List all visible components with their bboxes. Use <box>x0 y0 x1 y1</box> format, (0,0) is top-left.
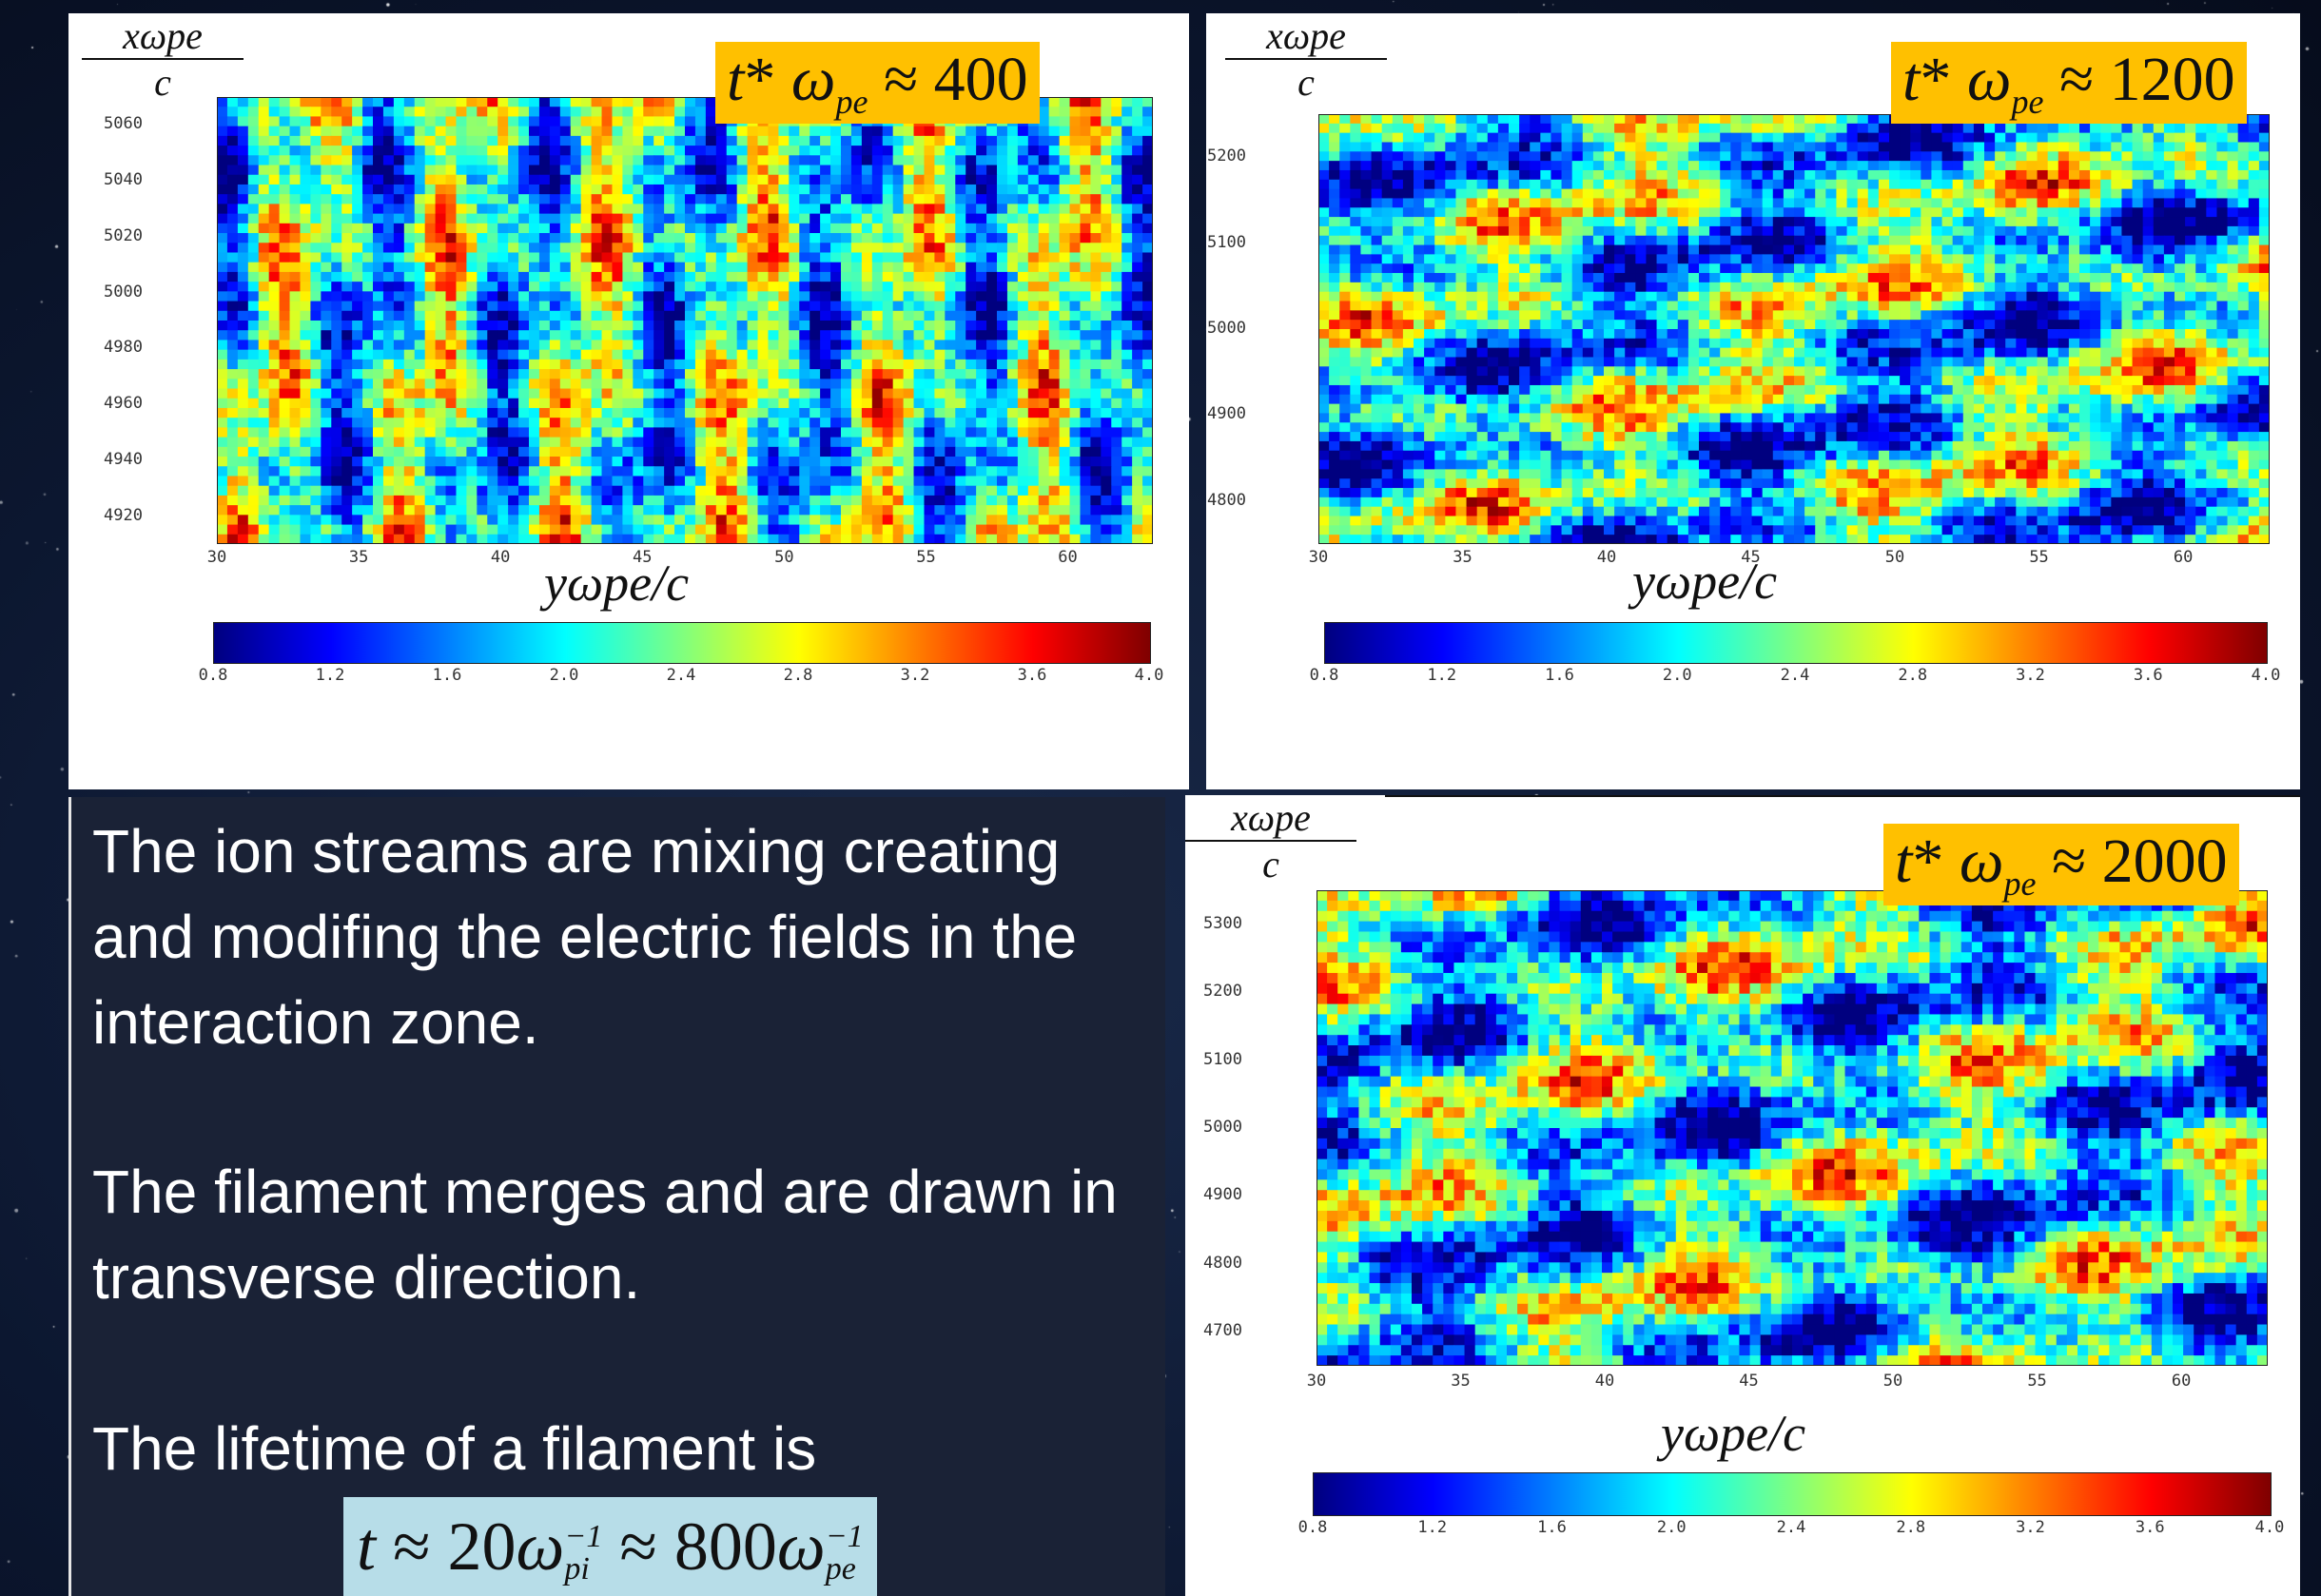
x-tick-label: 45 <box>633 548 653 567</box>
x-tick-label: 30 <box>206 548 227 567</box>
x-tick-label: 50 <box>774 548 794 567</box>
colorbar-tick-label: 3.2 <box>900 666 930 685</box>
x-tick-label: 50 <box>1882 1372 1903 1391</box>
time-label-badge: t* ωpe ≈ 1200 <box>1891 42 2247 125</box>
y-axis-label: xωpe c <box>1225 13 1387 105</box>
colorbar-tick-label: 0.8 <box>198 666 228 685</box>
colorbar-tick-label: 2.0 <box>1656 1518 1687 1537</box>
colorbar <box>1324 622 2268 664</box>
x-tick-label: 35 <box>1451 1372 1471 1391</box>
x-tick-label: 30 <box>1306 1372 1327 1391</box>
x-tick-label: 35 <box>348 548 369 567</box>
y-tick-label: 5200 <box>1203 982 1242 1002</box>
colorbar <box>1313 1472 2272 1516</box>
y-tick-label: 4980 <box>104 338 143 358</box>
colorbar-tick-label: 4.0 <box>2251 666 2281 685</box>
y-tick-label: 5020 <box>104 225 143 245</box>
x-tick-label: 50 <box>1884 548 1905 567</box>
colorbar-tick-label: 1.6 <box>1545 666 1574 685</box>
x-tick-label: 35 <box>1453 548 1473 567</box>
y-tick-label: 5000 <box>104 282 143 302</box>
x-tick-label: 55 <box>916 548 936 567</box>
x-tick-label: 40 <box>1594 1372 1615 1391</box>
x-tick-label: 55 <box>2029 548 2049 567</box>
colorbar-tick-label: 2.4 <box>1780 666 1810 685</box>
figure-panel-top-right: xωpe c yωpe/c t* ωpe ≈ 1200 5200 5100 5000… <box>1206 13 2300 789</box>
y-tick-label: 5100 <box>1203 1049 1242 1069</box>
y-tick-label: 4800 <box>1207 490 1246 510</box>
y-tick-label: 5000 <box>1203 1118 1242 1137</box>
colorbar-tick-label: 1.2 <box>1417 1518 1448 1537</box>
time-label-badge: t* ωpe ≈ 2000 <box>1883 824 2239 906</box>
y-tick-label: 4800 <box>1203 1253 1242 1273</box>
colorbar-tick-label: 3.6 <box>2133 666 2163 685</box>
x-axis-label: yωpe/c <box>1661 1405 1806 1462</box>
colorbar-tick-label: 3.6 <box>1017 666 1047 685</box>
colorbar-tick-label: 2.8 <box>1898 666 1928 685</box>
colorbar-tick-label: 3.2 <box>2016 1518 2045 1537</box>
time-label-badge: t* ωpe ≈ 400 <box>715 42 1040 125</box>
heatmap <box>1317 890 2268 1366</box>
colorbar-tick-label: 0.8 <box>1309 666 1339 685</box>
figure-panel-top-left: xωpe c yωpe/c t* ωpe ≈ 400 5060 5040 5020 5… <box>68 13 1189 789</box>
colorbar-tick-label: 2.8 <box>783 666 813 685</box>
x-tick-label: 45 <box>1739 1372 1759 1391</box>
x-tick-label: 60 <box>2173 548 2194 567</box>
y-tick-label: 5300 <box>1203 913 1242 933</box>
colorbar-tick-label: 1.2 <box>1427 666 1457 685</box>
lifetime-formula: t ≈ 20ω −1 pi ≈ 800ω −1 pe <box>343 1497 877 1596</box>
x-tick-label: 40 <box>1596 548 1617 567</box>
y-axis-label: xωpe c <box>1185 795 1356 886</box>
colorbar-tick-label: 1.6 <box>432 666 462 685</box>
colorbar-tick-label: 1.6 <box>1537 1518 1567 1537</box>
paragraph-filament-merge: The filament merges and are drawn in tra… <box>92 1158 1118 1312</box>
heatmap <box>217 97 1153 544</box>
x-tick-label: 45 <box>1741 548 1761 567</box>
colorbar-tick-label: 3.6 <box>2135 1518 2165 1537</box>
y-tick-label: 4940 <box>104 449 143 469</box>
y-tick-label: 4920 <box>104 505 143 525</box>
paragraph-mixing: The ion streams are mixing creating and … <box>92 817 1078 1057</box>
y-tick-label: 5100 <box>1207 232 1246 252</box>
y-tick-label: 4960 <box>104 394 143 414</box>
colorbar-tick-label: 4.0 <box>1134 666 1164 685</box>
colorbar-tick-label: 0.8 <box>1297 1518 1328 1537</box>
y-tick-label: 5060 <box>104 114 143 134</box>
divider-line <box>1385 795 2300 797</box>
x-tick-label: 30 <box>1308 548 1329 567</box>
x-tick-label: 40 <box>490 548 511 567</box>
colorbar-tick-label: 4.0 <box>2254 1518 2285 1537</box>
colorbar-tick-label: 2.8 <box>1896 1518 1926 1537</box>
colorbar-tick-label: 2.4 <box>1776 1518 1806 1537</box>
x-axis-label: yωpe/c <box>1632 553 1778 610</box>
x-axis-label: yωpe/c <box>544 555 690 612</box>
y-tick-label: 5000 <box>1207 319 1246 338</box>
colorbar-tick-label: 2.0 <box>549 666 579 685</box>
y-tick-label: 4900 <box>1203 1185 1242 1205</box>
figure-panel-bottom-right: xωpe c yωpe/c t* ωpe ≈ 2000 5300 5200 5100… <box>1185 795 2300 1596</box>
y-tick-label: 4700 <box>1203 1321 1242 1341</box>
colorbar-tick-label: 1.2 <box>315 666 345 685</box>
y-tick-label: 4900 <box>1207 404 1246 424</box>
heatmap <box>1318 114 2270 544</box>
colorbar-tick-label: 3.2 <box>2016 666 2045 685</box>
paragraph-lifetime: The lifetime of a filament is <box>92 1414 817 1483</box>
x-tick-label: 55 <box>2027 1372 2047 1391</box>
y-tick-label: 5200 <box>1207 146 1246 166</box>
description-text-box: The ion streams are mixing creating and … <box>68 797 1165 1596</box>
y-axis-label: xωpe c <box>82 13 244 105</box>
x-tick-label: 60 <box>1058 548 1078 567</box>
x-tick-label: 60 <box>2171 1372 2192 1391</box>
y-tick-label: 5040 <box>104 170 143 190</box>
colorbar <box>213 622 1151 664</box>
colorbar-tick-label: 2.0 <box>1662 666 1692 685</box>
colorbar-tick-label: 2.4 <box>666 666 696 685</box>
